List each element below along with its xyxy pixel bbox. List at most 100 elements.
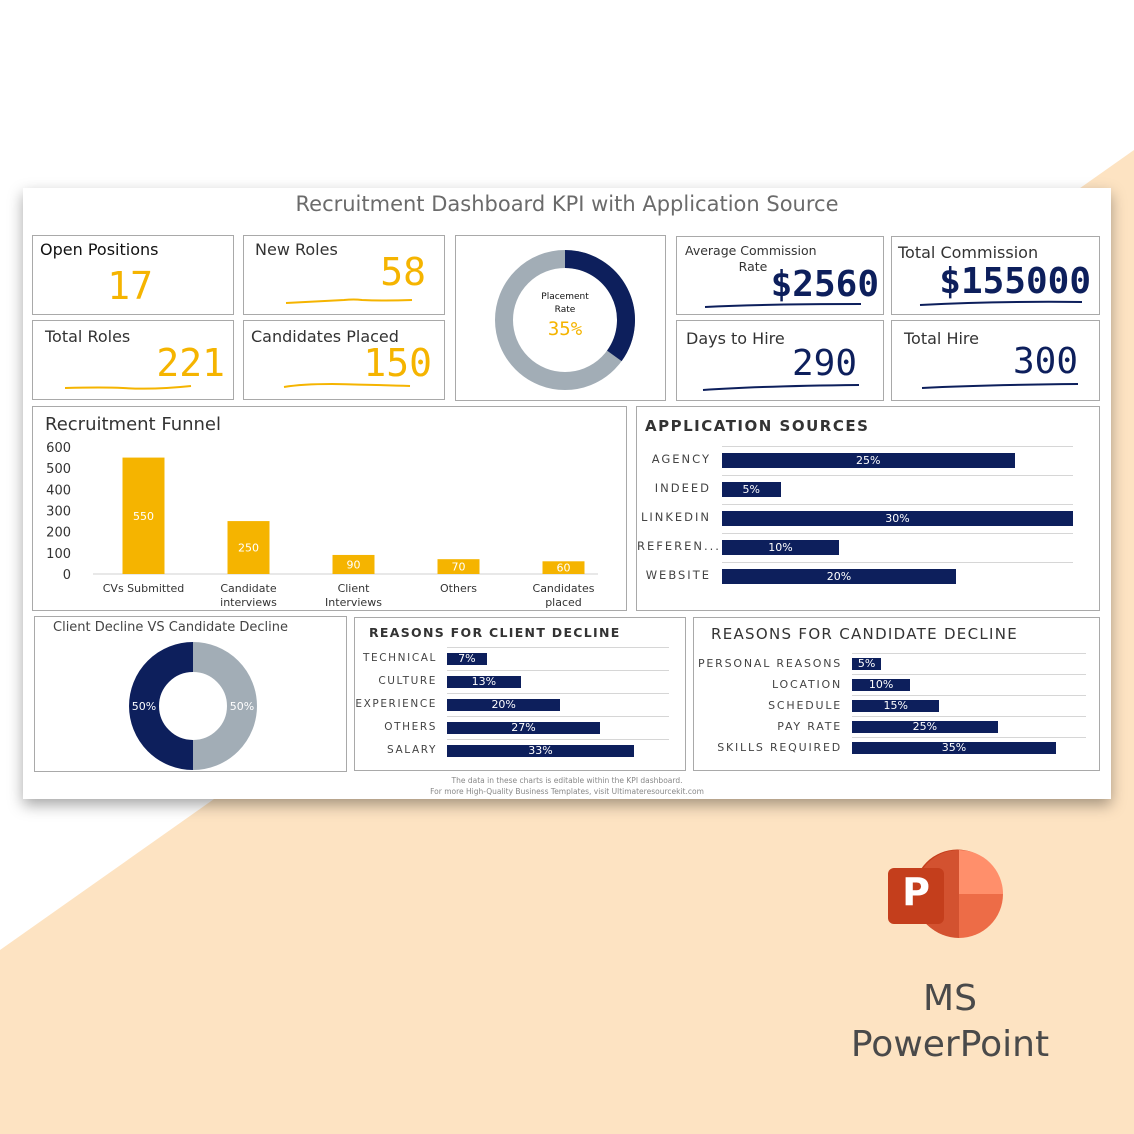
kpi-total-roles: Total Roles 221 bbox=[32, 320, 234, 400]
row-gridline bbox=[722, 474, 1073, 476]
bar: 13% bbox=[447, 676, 521, 688]
bar-category-label: REFEREN... bbox=[637, 539, 721, 553]
branding-powerpoint: PowerPoint bbox=[850, 1024, 1050, 1065]
underline-stroke bbox=[921, 383, 1079, 389]
row-gridline bbox=[852, 652, 1086, 654]
kpi-open-positions: Open Positions 17 bbox=[32, 235, 234, 315]
row-gridline bbox=[852, 715, 1086, 717]
bar-category-label: PAY RATE bbox=[777, 720, 842, 733]
bar: 5% bbox=[852, 658, 882, 670]
bar: 25% bbox=[852, 721, 998, 733]
y-tick-label: 400 bbox=[46, 483, 71, 498]
kpi-value: 221 bbox=[156, 341, 225, 385]
branding-ms: MS bbox=[923, 978, 977, 1019]
bar-category-label: SCHEDULE bbox=[768, 699, 842, 712]
recruitment-funnel-panel: Recruitment Funnel 600 500 400 300 200 100 0 55… bbox=[32, 406, 627, 611]
bar-category-label: CULTURE bbox=[378, 675, 437, 687]
x-tick-label: Others bbox=[440, 582, 477, 595]
decline-comparison-title: Client Decline VS Candidate Decline bbox=[53, 620, 289, 635]
bar-category-label: WEBSITE bbox=[645, 568, 711, 582]
bar-category-label: PERSONAL REASONS bbox=[697, 657, 842, 670]
bar: 10% bbox=[722, 540, 839, 555]
row-gridline bbox=[447, 716, 669, 718]
sparkline bbox=[283, 382, 411, 388]
kpi-label: Average Commission bbox=[685, 243, 817, 258]
funnel-bar-value: 60 bbox=[557, 562, 571, 575]
application-sources-title: APPLICATION SOURCES bbox=[645, 417, 870, 435]
bar-category-label: LOCATION bbox=[772, 678, 842, 691]
x-tick-label: Candidates bbox=[533, 582, 595, 595]
placement-rate-donut bbox=[495, 250, 635, 390]
kpi-label: Total Hire bbox=[904, 329, 979, 348]
bar-category-label: OTHERS bbox=[384, 721, 437, 733]
powerpoint-logo-letter: P bbox=[902, 870, 930, 914]
kpi-value: $2560 bbox=[770, 264, 879, 305]
x-tick-label: Client bbox=[338, 582, 371, 595]
underline-stroke bbox=[704, 303, 862, 308]
bar: 25% bbox=[722, 453, 1015, 468]
dashboard-title: Recruitment Dashboard KPI with Applicati… bbox=[295, 192, 839, 216]
footer-line1: The data in these charts is editable wit… bbox=[451, 776, 683, 785]
bar: 15% bbox=[852, 700, 940, 712]
kpi-candidates-placed: Candidates Placed 150 bbox=[243, 320, 445, 400]
kpi-value: 290 bbox=[791, 343, 857, 384]
row-gridline bbox=[722, 445, 1073, 447]
row-gridline bbox=[852, 694, 1086, 696]
row-gridline bbox=[447, 693, 669, 695]
placement-rate-value: 35% bbox=[547, 318, 583, 340]
funnel-bar-value: 70 bbox=[452, 561, 466, 574]
bar-category-label: TECHNICAL bbox=[363, 652, 437, 664]
kpi-label: Total Roles bbox=[45, 327, 131, 346]
bar-category-label: SALARY bbox=[387, 744, 437, 756]
bar-category-label: EXPERIENCE bbox=[355, 698, 437, 710]
kpi-total-hire: Total Hire 300 bbox=[891, 320, 1100, 401]
donut-slice bbox=[192, 642, 257, 770]
decline-comparison-panel: Client Decline VS Candidate Decline 50% 5… bbox=[34, 616, 347, 772]
kpi-placement-rate: Placement Rate 35% bbox=[455, 235, 666, 401]
kpi-total-commission: Total Commission $155000 bbox=[891, 236, 1100, 315]
bar: 35% bbox=[852, 742, 1056, 754]
client-decline-title: REASONS FOR CLIENT DECLINE bbox=[369, 625, 621, 640]
kpi-value: $155000 bbox=[939, 261, 1091, 302]
funnel-bar bbox=[122, 457, 165, 574]
y-tick-label: 500 bbox=[46, 462, 71, 477]
x-tick-label: Interviews bbox=[325, 596, 382, 609]
kpi-average-commission: Average Commission Rate $2560 bbox=[676, 236, 884, 315]
client-decline-panel: REASONS FOR CLIENT DECLINE TECHNICAL 7% CU… bbox=[354, 617, 686, 771]
bar-category-label: INDEED bbox=[654, 481, 711, 495]
row-gridline bbox=[447, 647, 669, 649]
bar: 27% bbox=[447, 722, 600, 734]
y-tick-label: 100 bbox=[46, 547, 71, 562]
kpi-label-line2: Rate bbox=[738, 259, 768, 274]
row-gridline bbox=[722, 532, 1073, 534]
underline-stroke bbox=[702, 384, 860, 391]
x-tick-label: CVs Submitted bbox=[103, 582, 185, 595]
kpi-label: Candidates Placed bbox=[251, 327, 399, 346]
bar: 20% bbox=[447, 699, 561, 711]
y-tick-label: 200 bbox=[46, 526, 71, 541]
row-gridline bbox=[852, 673, 1086, 675]
footer-line2: For more High-Quality Business Templates… bbox=[430, 787, 704, 796]
sparkline bbox=[285, 298, 413, 304]
client-decline-chart: TECHNICAL 7% CULTURE 13% EXPERIENCE 20% OTHERS… bbox=[355, 618, 687, 772]
application-sources-panel: APPLICATION SOURCES AGENCY 25% INDEED 5% LIN… bbox=[636, 406, 1100, 611]
x-tick-label: interviews bbox=[220, 596, 277, 609]
candidate-decline-title: REASONS FOR CANDIDATE DECLINE bbox=[711, 625, 1019, 643]
funnel-bar bbox=[542, 561, 585, 574]
row-gridline bbox=[722, 561, 1073, 563]
candidate-decline-panel: REASONS FOR CANDIDATE DECLINE PERSONAL R… bbox=[693, 617, 1100, 771]
application-sources-chart: AGENCY 25% INDEED 5% LINKEDIN 30% REFEREN... 10… bbox=[637, 407, 1101, 612]
dashboard-slide: Recruitment Dashboard KPI with Applicati… bbox=[23, 188, 1111, 799]
funnel-bar bbox=[437, 559, 480, 574]
candidate-decline-chart: PERSONAL REASONS 5% LOCATION 10% SCHEDULE 15%… bbox=[694, 618, 1101, 772]
bar: 7% bbox=[447, 653, 487, 665]
x-tick-label: Candidate bbox=[220, 582, 276, 595]
kpi-label: Open Positions bbox=[40, 240, 159, 259]
y-tick-label: 0 bbox=[63, 568, 71, 583]
row-gridline bbox=[852, 736, 1086, 738]
row-gridline bbox=[447, 670, 669, 672]
kpi-label: Total Commission bbox=[898, 243, 1039, 262]
bar: 10% bbox=[852, 679, 911, 691]
row-gridline bbox=[722, 503, 1073, 505]
y-tick-label: 600 bbox=[46, 441, 71, 456]
